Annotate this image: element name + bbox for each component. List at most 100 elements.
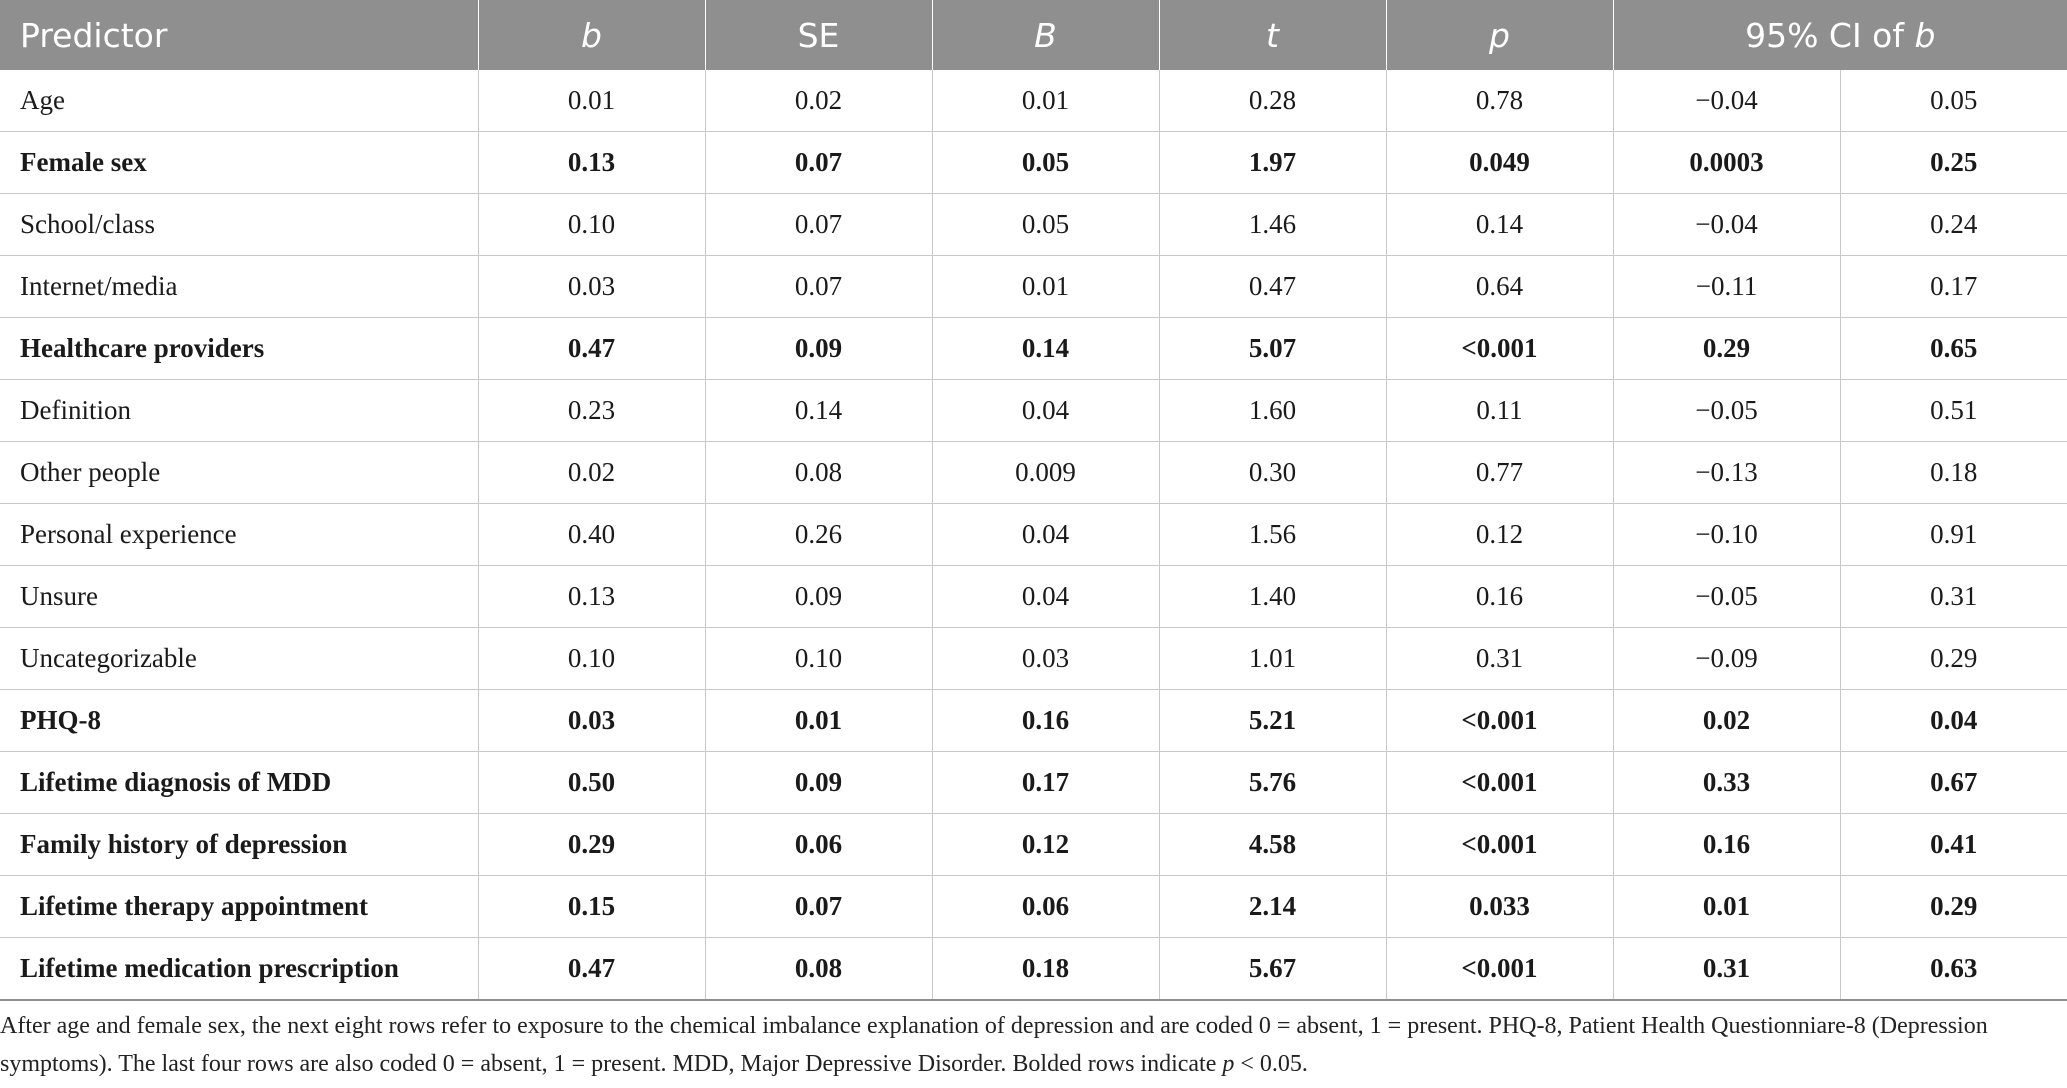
p-cell: 0.033: [1386, 875, 1614, 938]
table-row: Lifetime medication prescription 0.47 0.08…: [0, 937, 2067, 1001]
table-row: Family history of depression 0.29 0.06 0.12…: [0, 813, 2067, 876]
se-cell: 0.07: [705, 131, 933, 194]
b-cell: 0.23: [478, 379, 706, 442]
ci-low-cell: −0.11: [1613, 255, 1841, 318]
se-cell: 0.06: [705, 813, 933, 876]
se-cell: 0.08: [705, 937, 933, 1001]
se-cell: 0.10: [705, 627, 933, 690]
predictor-cell: Other people: [0, 441, 479, 504]
se-cell: 0.08: [705, 441, 933, 504]
table-row: Unsure 0.13 0.09 0.04 1.40 0.16 −0.05 0.31: [0, 565, 2067, 628]
ci-high-cell: 0.05: [1840, 70, 2067, 132]
p-cell: 0.77: [1386, 441, 1614, 504]
p-cell: 0.64: [1386, 255, 1614, 318]
table-row: Age 0.01 0.02 0.01 0.28 0.78 −0.04 0.05: [0, 70, 2067, 132]
table-row: Definition 0.23 0.14 0.04 1.60 0.11 −0.05 0.51: [0, 379, 2067, 442]
ci-low-cell: −0.10: [1613, 503, 1841, 566]
header-row: Predictor b SE B t p 95% CI of b: [0, 0, 2067, 70]
ci-low-cell: −0.05: [1613, 379, 1841, 442]
header-ci-var: b: [1914, 15, 1936, 55]
se-cell: 0.07: [705, 875, 933, 938]
p-cell: <0.001: [1386, 751, 1614, 814]
t-cell: 0.28: [1159, 70, 1387, 132]
se-cell: 0.26: [705, 503, 933, 566]
predictor-cell: School/class: [0, 193, 479, 256]
ci-high-cell: 0.29: [1840, 875, 2067, 938]
predictor-cell: Age: [0, 70, 479, 132]
header-se: SE: [705, 0, 933, 70]
predictor-cell: Unsure: [0, 565, 479, 628]
t-cell: 5.07: [1159, 317, 1387, 380]
beta-cell: 0.01: [932, 70, 1160, 132]
header-b-label: b: [581, 15, 602, 55]
header-ci: 95% CI of b: [1613, 0, 2067, 70]
b-cell: 0.03: [478, 689, 706, 752]
se-cell: 0.14: [705, 379, 933, 442]
table-row: PHQ-8 0.03 0.01 0.16 5.21 <0.001 0.02 0.04: [0, 689, 2067, 752]
header-t-label: t: [1266, 15, 1279, 55]
t-cell: 0.30: [1159, 441, 1387, 504]
header-b: b: [478, 0, 706, 70]
header-p: p: [1386, 0, 1614, 70]
p-cell: <0.001: [1386, 317, 1614, 380]
se-cell: 0.09: [705, 751, 933, 814]
footnote-main: After age and female sex, the next eight…: [0, 1013, 1988, 1077]
b-cell: 0.29: [478, 813, 706, 876]
header-t: t: [1159, 0, 1387, 70]
ci-high-cell: 0.67: [1840, 751, 2067, 814]
predictor-cell: Uncategorizable: [0, 627, 479, 690]
se-cell: 0.09: [705, 565, 933, 628]
p-cell: <0.001: [1386, 937, 1614, 1001]
se-cell: 0.07: [705, 255, 933, 318]
b-cell: 0.50: [478, 751, 706, 814]
beta-cell: 0.17: [932, 751, 1160, 814]
table-footnote: After age and female sex, the next eight…: [0, 1007, 2060, 1083]
p-cell: <0.001: [1386, 689, 1614, 752]
ci-low-cell: 0.16: [1613, 813, 1841, 876]
b-cell: 0.47: [478, 317, 706, 380]
beta-cell: 0.14: [932, 317, 1160, 380]
predictor-cell: Definition: [0, 379, 479, 442]
beta-cell: 0.06: [932, 875, 1160, 938]
t-cell: 1.97: [1159, 131, 1387, 194]
ci-high-cell: 0.25: [1840, 131, 2067, 194]
ci-low-cell: −0.13: [1613, 441, 1841, 504]
ci-low-cell: −0.05: [1613, 565, 1841, 628]
predictor-cell: Internet/media: [0, 255, 479, 318]
p-cell: 0.11: [1386, 379, 1614, 442]
t-cell: 4.58: [1159, 813, 1387, 876]
footnote-p-var: p: [1222, 1051, 1235, 1077]
b-cell: 0.01: [478, 70, 706, 132]
table-row: Lifetime therapy appointment 0.15 0.07 0.06…: [0, 875, 2067, 938]
ci-low-cell: 0.33: [1613, 751, 1841, 814]
predictor-cell: Family history of depression: [0, 813, 479, 876]
ci-low-cell: 0.01: [1613, 875, 1841, 938]
p-cell: 0.16: [1386, 565, 1614, 628]
t-cell: 1.01: [1159, 627, 1387, 690]
ci-high-cell: 0.04: [1840, 689, 2067, 752]
ci-high-cell: 0.24: [1840, 193, 2067, 256]
header-beta-label: B: [1034, 15, 1057, 55]
ci-high-cell: 0.51: [1840, 379, 2067, 442]
b-cell: 0.13: [478, 565, 706, 628]
t-cell: 5.67: [1159, 937, 1387, 1001]
b-cell: 0.02: [478, 441, 706, 504]
ci-high-cell: 0.65: [1840, 317, 2067, 380]
b-cell: 0.47: [478, 937, 706, 1001]
ci-high-cell: 0.41: [1840, 813, 2067, 876]
ci-low-cell: 0.0003: [1613, 131, 1841, 194]
p-cell: 0.31: [1386, 627, 1614, 690]
p-cell: 0.12: [1386, 503, 1614, 566]
p-cell: 0.049: [1386, 131, 1614, 194]
predictor-cell: Healthcare providers: [0, 317, 479, 380]
table-row: Personal experience 0.40 0.26 0.04 1.56 0.12−…: [0, 503, 2067, 566]
beta-cell: 0.05: [932, 193, 1160, 256]
predictor-cell: Female sex: [0, 131, 479, 194]
table-row: School/class 0.10 0.07 0.05 1.46 0.14 −0.04 0.2…: [0, 193, 2067, 256]
b-cell: 0.40: [478, 503, 706, 566]
t-cell: 1.60: [1159, 379, 1387, 442]
t-cell: 5.76: [1159, 751, 1387, 814]
ci-high-cell: 0.17: [1840, 255, 2067, 318]
table-row: Female sex 0.13 0.07 0.05 1.97 0.049 0.0003 0.2…: [0, 131, 2067, 194]
p-cell: <0.001: [1386, 813, 1614, 876]
